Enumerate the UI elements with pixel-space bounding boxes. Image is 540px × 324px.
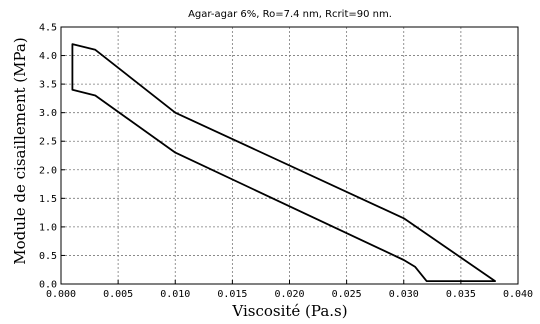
series-line <box>71 43 497 283</box>
y-tick-label: 0.5 <box>39 251 57 262</box>
grid <box>61 27 518 284</box>
series-layer <box>71 43 497 283</box>
x-axis: 0.000 0.005 0.010 0.015 0.020 0.025 0.030 0.035… <box>46 280 533 300</box>
x-tick-label: 0.040 <box>503 289 533 300</box>
x-axis-label: Viscosité (Pa.s) <box>231 302 347 320</box>
x-tick-label: 0.000 <box>46 289 76 300</box>
y-tick-label: 0.0 <box>39 280 57 291</box>
x-tick-label: 0.025 <box>332 289 362 300</box>
x-tick-label: 0.015 <box>217 289 247 300</box>
y-tick-label: 3.0 <box>39 108 57 119</box>
y-tick-label: 4.5 <box>39 23 57 34</box>
y-axis: 0.0 0.5 1.0 1.5 2.0 2.5 3.0 3.5 4.0 4.5 <box>39 23 65 291</box>
x-tick-label: 0.030 <box>389 289 419 300</box>
y-tick-label: 2.0 <box>39 165 57 176</box>
y-axis-label: Module de cisaillement (MPa) <box>11 37 29 264</box>
y-tick-label: 1.0 <box>39 222 57 233</box>
x-tick-label: 0.020 <box>274 289 304 300</box>
chart-title: Agar-agar 6%, Ro=7.4 nm, Rcrit=90 nm. <box>188 9 392 20</box>
y-tick-label: 3.5 <box>39 80 57 91</box>
x-tick-label: 0.035 <box>446 289 476 300</box>
y-tick-label: 4.0 <box>39 51 57 62</box>
y-tick-label: 2.5 <box>39 137 57 148</box>
x-tick-label: 0.005 <box>103 289 133 300</box>
y-tick-label: 1.5 <box>39 194 57 205</box>
x-tick-label: 0.010 <box>160 289 190 300</box>
